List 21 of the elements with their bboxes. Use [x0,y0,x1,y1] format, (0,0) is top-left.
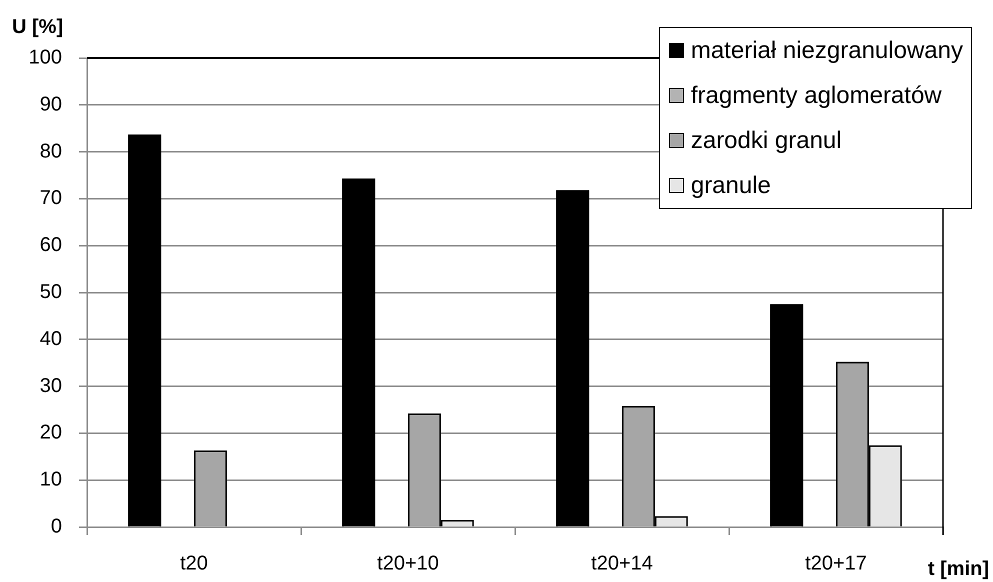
y-axis-title: U [%] [12,16,64,38]
legend-label: materiał niezgranulowany [690,36,963,64]
y-tick-label: 40 [40,328,62,350]
x-tick-label: t20+10 [377,552,439,575]
y-tick-label: 90 [40,93,62,116]
y-tick-label: 10 [40,468,62,491]
y-tick-label: 50 [40,281,62,304]
y-tick-label: 20 [40,422,62,444]
y-tick-label: 70 [40,187,62,210]
legend-label: fragmenty aglomeratów [690,82,942,110]
x-tick-label: t20+14 [591,552,653,575]
x-axis-title: t [min] [928,558,989,580]
x-tick-label: t20+17 [805,552,867,575]
y-tick-label: 100 [28,46,62,69]
x-tick-label: t20 [180,552,208,575]
y-tick-label: 60 [40,234,62,256]
legend-label: zarodki granul [690,126,842,154]
legend-label: granule [690,172,771,200]
y-tick-label: 0 [50,516,62,538]
y-tick-label: 80 [40,140,62,162]
y-tick-label: 30 [40,374,62,397]
